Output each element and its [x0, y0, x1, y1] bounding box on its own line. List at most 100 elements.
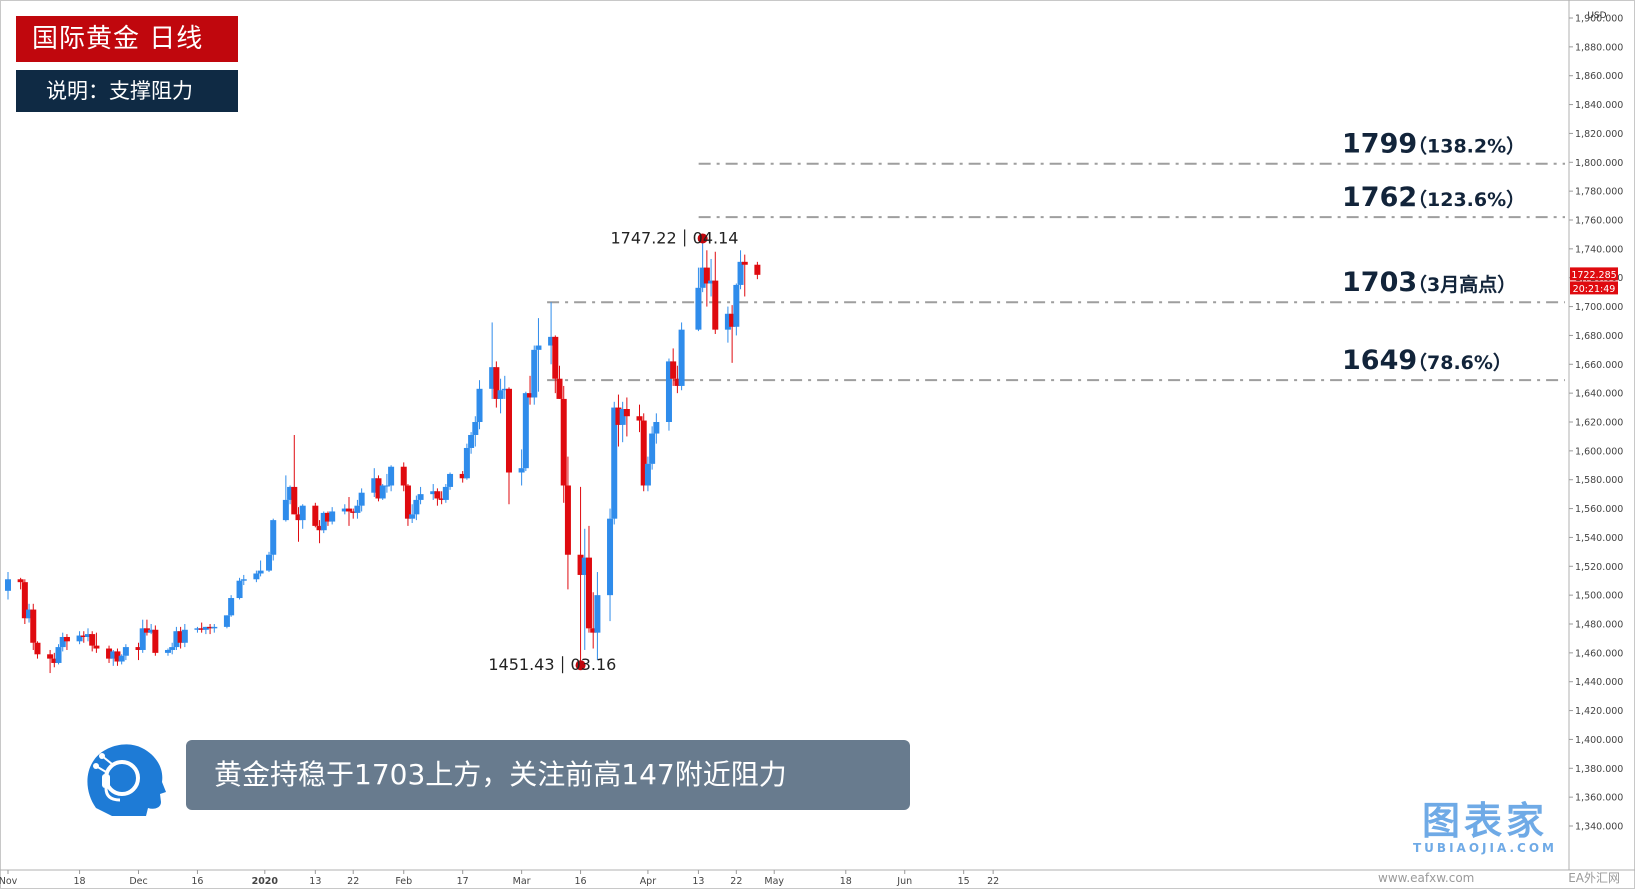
- candle-body: [388, 466, 395, 486]
- price-tick-label: 1,700.000: [1575, 302, 1623, 313]
- time-tick-label: 15: [958, 876, 970, 887]
- price-tick-label: 1,420.000: [1575, 706, 1623, 717]
- candle-body: [535, 345, 542, 350]
- candle-body: [346, 508, 353, 512]
- candle-body: [287, 486, 294, 500]
- time-tick-label: Mar: [513, 876, 531, 887]
- candle-body: [619, 409, 626, 425]
- watermark-site: www.eafxw.com: [1378, 871, 1474, 885]
- candle-body: [59, 636, 66, 648]
- candle-body: [194, 628, 201, 630]
- candle-body: [329, 511, 336, 522]
- circuit-line-2: [101, 755, 113, 765]
- candle-body: [413, 499, 420, 515]
- candle-body: [89, 634, 96, 646]
- candle-body: [110, 651, 117, 659]
- price-tick-label: 1,680.000: [1575, 331, 1623, 342]
- candle-body: [354, 505, 361, 513]
- candle-body: [674, 378, 681, 386]
- time-tick-label: Apr: [640, 876, 657, 887]
- price-tick-label: 1,780.000: [1575, 187, 1623, 198]
- price-axis-ticks: 1,340.000 1,360.000 1,380.000 1,400.000 1,42…: [1569, 14, 1623, 833]
- candle-body: [434, 491, 441, 499]
- candle-body: [198, 628, 205, 630]
- time-tick-label: 18: [840, 876, 852, 887]
- time-tick-label: 13: [692, 876, 704, 887]
- candle-body: [577, 554, 584, 575]
- candle-body: [211, 626, 218, 629]
- candle-body: [733, 284, 740, 327]
- candle-body: [724, 313, 731, 330]
- candle-body: [371, 478, 378, 493]
- candle-body: [489, 367, 496, 389]
- level-value-1649: 1649: [1342, 345, 1417, 376]
- price-tick-label: 1,400.000: [1575, 735, 1623, 746]
- candle-body: [228, 598, 235, 616]
- price-tick-label: 1,380.000: [1575, 764, 1623, 775]
- headset-mic: [104, 787, 121, 802]
- candle-body: [556, 378, 563, 399]
- candle-body: [636, 416, 643, 421]
- level-value-1799: 1799: [1342, 129, 1417, 160]
- candle-body: [173, 631, 180, 648]
- price-tick-label: 1,660.000: [1575, 360, 1623, 371]
- price-tick-label: 1,460.000: [1575, 648, 1623, 659]
- candle-body: [299, 505, 306, 521]
- candle-body: [518, 468, 525, 473]
- candle-body: [240, 579, 247, 581]
- price-tick-label: 1,340.000: [1575, 822, 1623, 833]
- level-note-1649: （78.6%）: [1408, 351, 1512, 374]
- candle-body: [312, 505, 319, 526]
- candle-body: [253, 573, 260, 580]
- time-tick-label: 2020: [252, 876, 279, 887]
- candle-body: [670, 361, 677, 379]
- watermark-brand: 图表家: [1422, 799, 1548, 843]
- price-tick-label: 1,620.000: [1575, 418, 1623, 429]
- candle-body: [699, 267, 706, 288]
- level-value-1703: 1703: [1342, 267, 1417, 298]
- time-tick-label: 16: [575, 876, 587, 887]
- candle-body: [93, 645, 100, 649]
- candle-body: [164, 649, 171, 653]
- candle-body: [594, 595, 601, 633]
- price-tag-box: [1570, 267, 1618, 281]
- candle-body: [63, 636, 70, 642]
- price-tick-label: 1,800.000: [1575, 158, 1623, 169]
- candle-body: [320, 512, 327, 531]
- candle-body: [754, 264, 761, 275]
- marker-dot-04.14: [697, 233, 708, 244]
- candle-body: [223, 615, 230, 627]
- time-tick-label: May: [764, 876, 784, 887]
- candle-body: [295, 514, 302, 521]
- candle-body: [341, 508, 348, 512]
- price-tick-label: 1,600.000: [1575, 446, 1623, 457]
- price-tick-label: 1,500.000: [1575, 591, 1623, 602]
- candle-body: [122, 647, 129, 656]
- countdown-value: 20:21:49: [1573, 284, 1616, 295]
- circuit-line-1: [95, 765, 107, 773]
- candle-body: [590, 628, 597, 633]
- candle-body: [84, 634, 91, 637]
- candle-body: [527, 393, 534, 398]
- time-tick-label: 13: [309, 876, 321, 887]
- price-tick-label: 1,760.000: [1575, 216, 1623, 227]
- candle-body: [548, 336, 555, 346]
- candle-body: [152, 629, 159, 653]
- headset-ear: [102, 774, 110, 788]
- candle-body: [177, 631, 184, 643]
- candle-body: [712, 280, 719, 330]
- candle-body: [404, 485, 411, 519]
- time-tick-label: Nov: [0, 876, 18, 887]
- candle-body: [708, 280, 715, 284]
- price-tick-label: 1,740.000: [1575, 244, 1623, 255]
- candle-body: [17, 579, 24, 583]
- candle-body: [497, 390, 504, 399]
- candle-body: [741, 261, 748, 265]
- candle-body: [468, 434, 475, 448]
- time-tick-label: 22: [730, 876, 742, 887]
- candle-body: [139, 628, 146, 650]
- marker-date: 03.16: [571, 655, 617, 674]
- watermark-domain: TUBIAOJIA.COM: [1413, 841, 1557, 855]
